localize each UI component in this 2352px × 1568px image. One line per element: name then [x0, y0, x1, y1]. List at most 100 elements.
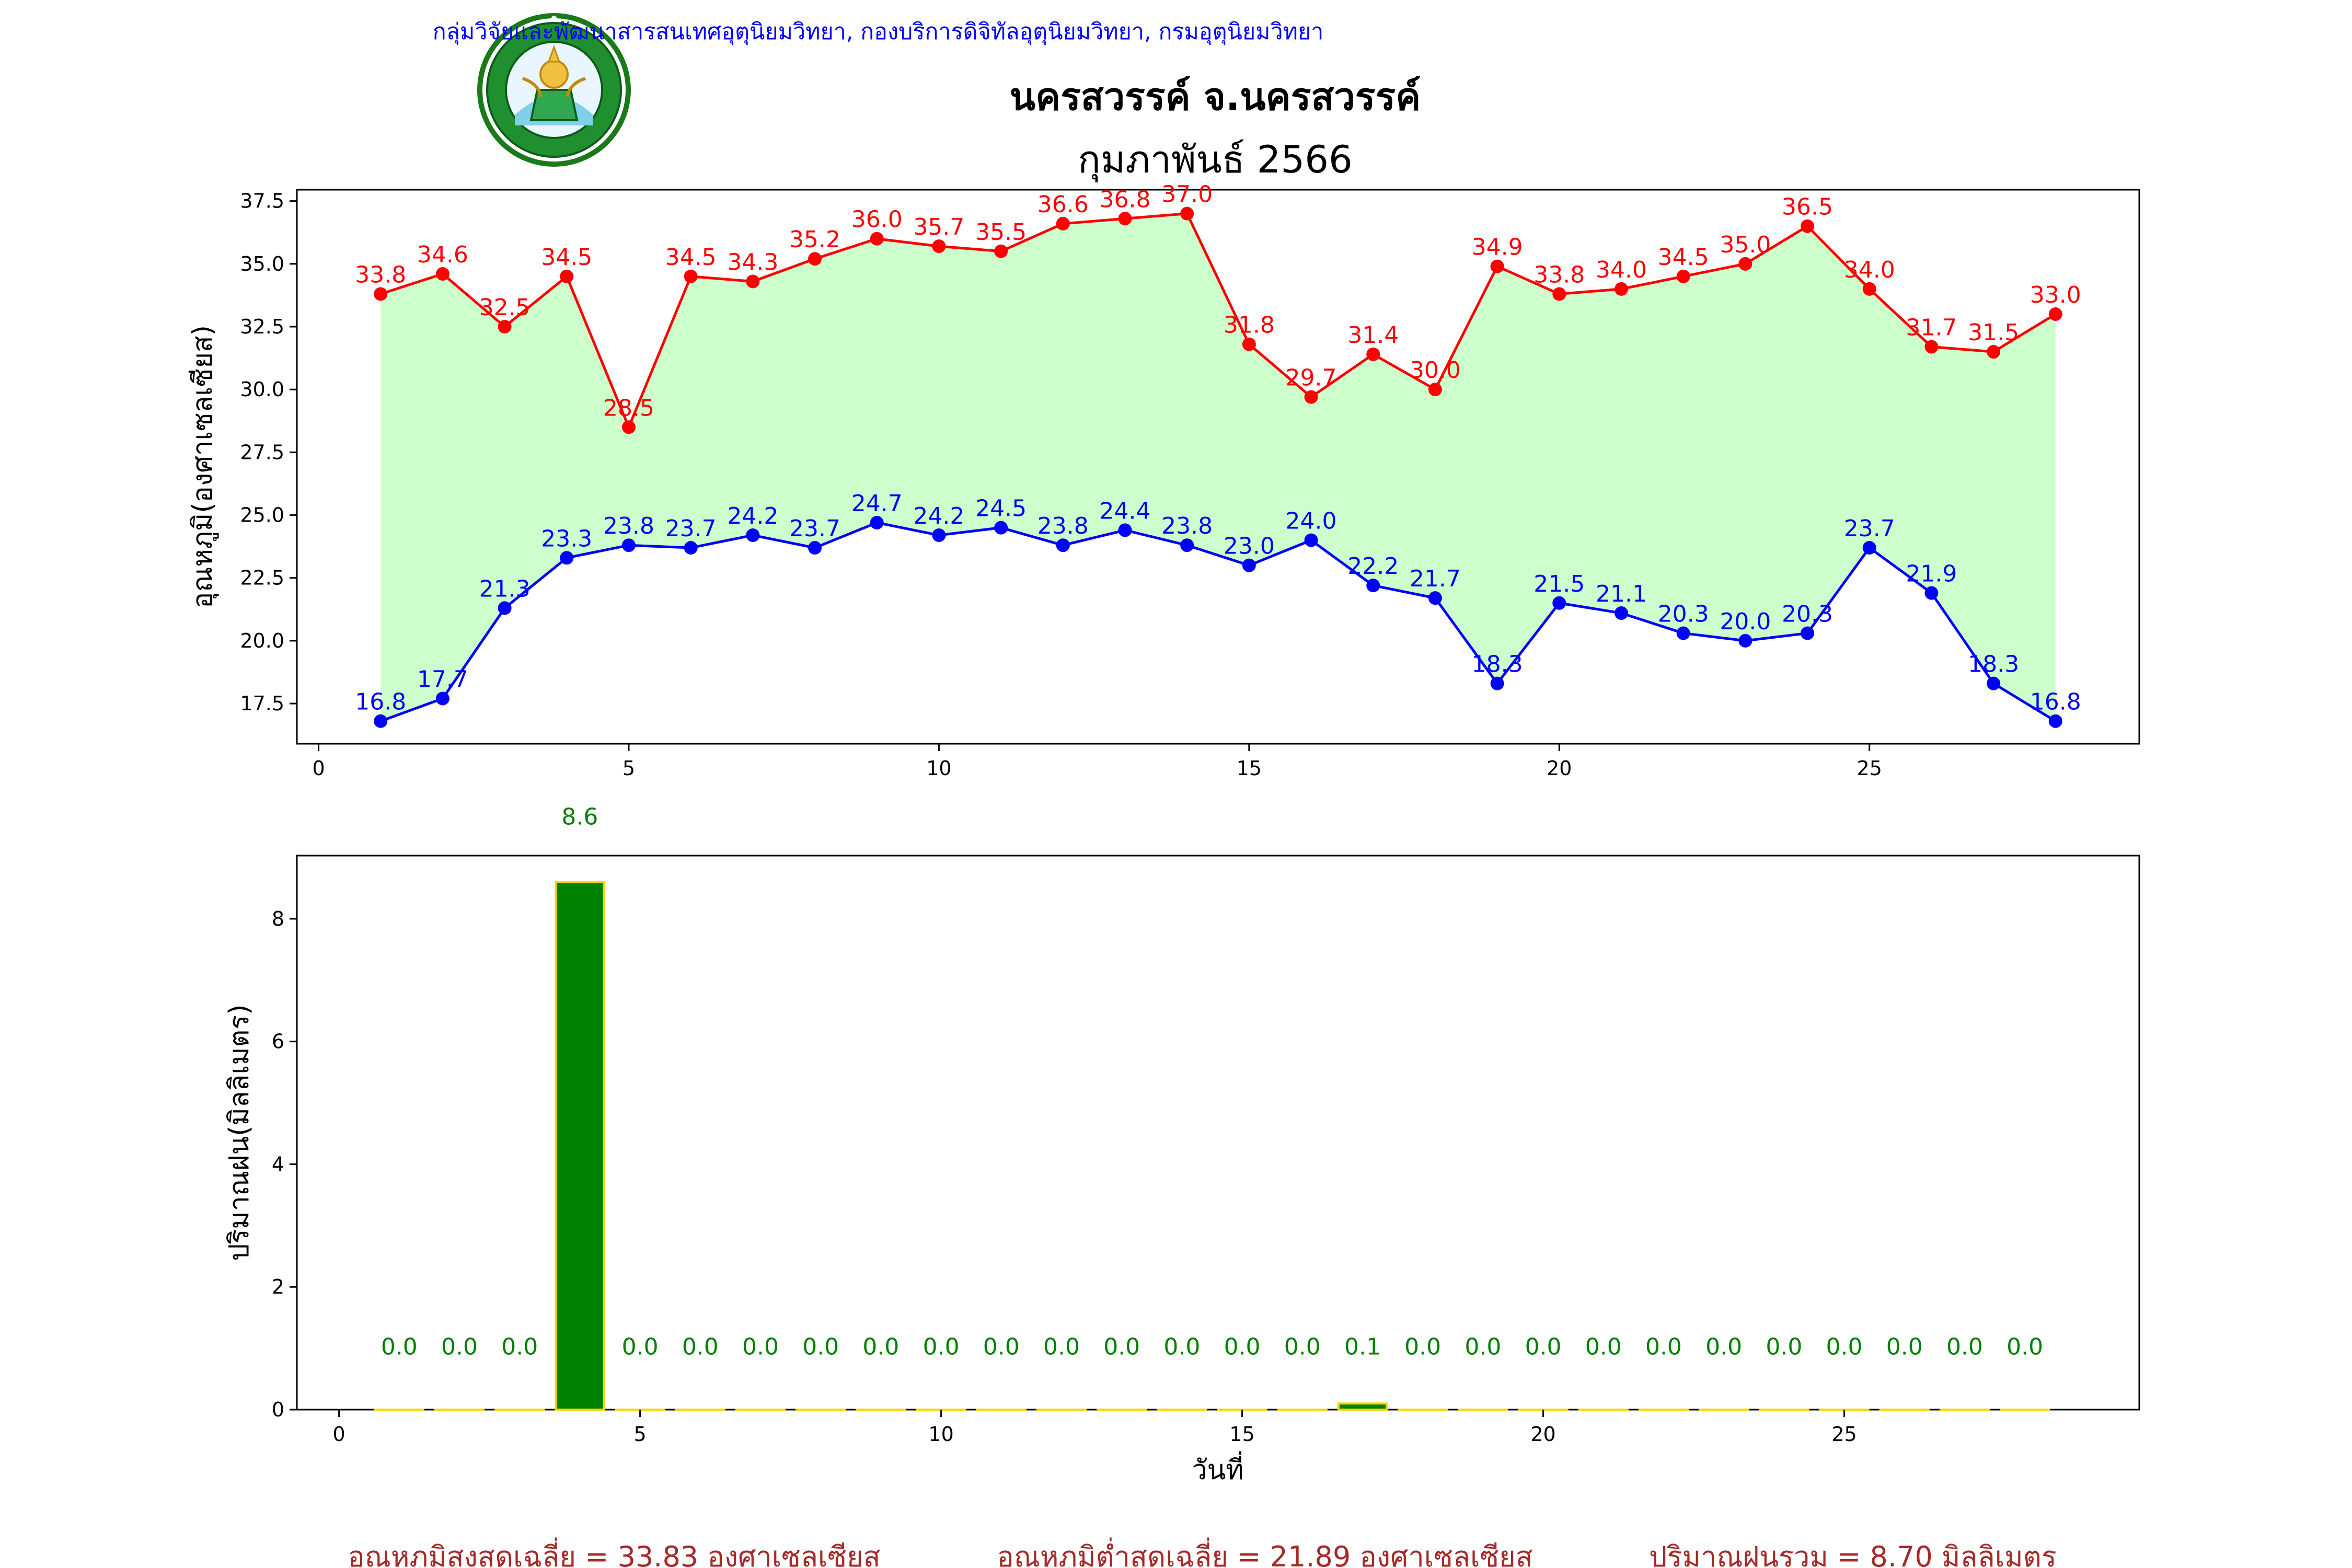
rainfall-value-label: 0.0: [983, 1333, 1020, 1360]
rainfall-y-tick-label: 6: [272, 1030, 284, 1053]
summary-avg-min: อุณหภูมิต่ำสุดเฉลี่ย = 21.89 องศาเซลเซีย…: [997, 1537, 1532, 1568]
max-temperature-value-label: 28.5: [603, 395, 654, 421]
min-temperature-value-label: 16.8: [2030, 689, 2081, 716]
max-temperature-value-label: 30.0: [1410, 357, 1461, 384]
rainfall-y-tick-label: 0: [272, 1398, 284, 1421]
max-temperature-point: [1614, 282, 1628, 296]
rainfall-value-label: 8.6: [561, 803, 598, 830]
min-temperature-value-label: 23.7: [1844, 515, 1895, 542]
min-temperature-point: [870, 515, 884, 529]
max-temperature-value-label: 37.0: [1161, 181, 1213, 208]
temperature-range-fill: [381, 213, 2056, 721]
min-temperature-value-label: 20.0: [1720, 608, 1771, 635]
min-temperature-point: [1304, 533, 1318, 547]
min-temperature-value-label: 21.9: [1906, 561, 1957, 587]
rainfall-value-label: 0.0: [2007, 1333, 2043, 1360]
min-temperature-point: [560, 551, 574, 565]
rainfall-value-label: 0.0: [381, 1333, 418, 1360]
max-temperature-point: [1304, 390, 1318, 404]
min-temperature-value-label: 24.2: [913, 503, 964, 529]
max-temperature-value-label: 33.8: [1534, 262, 1585, 289]
temperature-y-tick-label: 37.5: [240, 190, 284, 213]
min-temperature-point: [1118, 523, 1132, 537]
rainfall-value-label: 0.0: [1103, 1333, 1140, 1360]
temperature-y-tick-label: 17.5: [240, 692, 284, 715]
max-temperature-point: [1180, 206, 1194, 221]
max-temperature-value-label: 34.5: [541, 244, 592, 271]
min-temperature-value-label: 17.7: [417, 666, 468, 693]
rainfall-value-label: 0.0: [682, 1333, 719, 1360]
min-temperature-line: [380, 521, 2057, 723]
max-temperature-value-label: 34.3: [727, 249, 778, 275]
rainfall-x-tick-label: 0: [333, 1423, 345, 1446]
min-temperature-value-label: 24.5: [975, 495, 1027, 522]
max-temperature-point: [1056, 216, 1070, 230]
max-temperature-value-label: 29.7: [1286, 365, 1337, 391]
temperature-y-tick-label: 25.0: [240, 504, 284, 527]
min-temperature-point: [1924, 586, 1939, 600]
min-temperature-point: [1056, 538, 1070, 552]
rainfall-value-label: 0.0: [1585, 1333, 1622, 1360]
max-temperature-value-label: 36.8: [1099, 186, 1150, 213]
temperature-y-tick-label: 35.0: [240, 252, 284, 275]
max-temperature-value-label: 35.2: [789, 226, 840, 253]
min-temperature-value-label: 21.1: [1596, 581, 1647, 607]
min-temperature-point: [621, 538, 636, 552]
rainfall-value-label: 0.1: [1344, 1333, 1381, 1360]
min-temperature-point: [1428, 591, 1442, 605]
max-temperature-value-label: 33.0: [2030, 282, 2081, 308]
max-temperature-point: [994, 244, 1008, 258]
rainfall-chart: 0.0 0.0 0.0 8.6 0.0 0.0 0.0 0.0 0.0 0.0 0.0 0.0 0.0 0…: [224, 803, 2140, 1486]
max-temperature-point: [1366, 347, 1380, 361]
min-temperature-value-label: 23.8: [1037, 513, 1089, 539]
rainfall-value-label: 0.0: [1525, 1333, 1562, 1360]
max-temperature-point: [1924, 340, 1939, 354]
rainfall-x-tick-label: 15: [1229, 1423, 1254, 1446]
min-temperature-point: [1676, 626, 1690, 640]
rainfall-value-label: 0.0: [1705, 1333, 1742, 1360]
max-temperature-value-label: 34.9: [1472, 234, 1523, 261]
max-temperature-point: [560, 269, 574, 283]
min-temperature-point: [1180, 538, 1194, 552]
min-temperature-point: [1366, 579, 1380, 593]
max-temperature-value-label: 34.0: [1844, 257, 1895, 283]
rainfall-value-label: 0.0: [1163, 1333, 1200, 1360]
min-temperature-point: [1801, 626, 1815, 640]
rainfall-value-label: 0.0: [1043, 1333, 1080, 1360]
min-temperature-point: [435, 691, 449, 706]
min-temperature-point: [1490, 676, 1504, 690]
max-temperature-point: [1490, 259, 1504, 273]
min-temperature-point: [1987, 676, 2001, 690]
temperature-y-tick-label: 22.5: [240, 567, 284, 590]
rainfall-bar: [555, 881, 605, 1411]
min-temperature-point: [808, 541, 822, 555]
max-temperature-point: [1987, 345, 2001, 359]
rainfall-value-label: 0.0: [1645, 1333, 1682, 1360]
rainfall-y-axis-label: ปริมาณฝน(มิลลิเมตร): [224, 1004, 255, 1261]
max-temperature-point: [374, 287, 388, 301]
max-temperature-point: [870, 232, 884, 246]
min-temperature-point: [2048, 714, 2062, 728]
max-temperature-point: [808, 252, 822, 266]
rainfall-x-tick-label: 5: [634, 1423, 647, 1446]
rainfall-y-tick-label: 2: [272, 1275, 284, 1298]
rainfall-value-label: 0.0: [622, 1333, 659, 1360]
max-temperature-value-label: 31.4: [1347, 322, 1399, 349]
rainfall-y-tick-label: 8: [272, 907, 284, 930]
min-temperature-value-label: 20.3: [1782, 601, 1833, 627]
max-temperature-value-label: 31.8: [1224, 312, 1275, 339]
max-temperature-point: [1118, 212, 1132, 226]
min-temperature-point: [1552, 596, 1566, 610]
min-temperature-value-label: 24.7: [851, 490, 903, 517]
rainfall-bar: [1337, 1402, 1388, 1411]
max-temperature-value-label: 31.7: [1906, 314, 1957, 341]
rainfall-value-label: 0.0: [1404, 1333, 1441, 1360]
rainfall-value-label: 0.0: [802, 1333, 839, 1360]
min-temperature-value-label: 23.0: [1224, 533, 1275, 560]
temperature-x-tick-label: 15: [1237, 757, 1262, 780]
max-temperature-value-label: 32.5: [479, 294, 531, 321]
max-temperature-point: [1242, 337, 1256, 351]
min-temperature-point: [1242, 558, 1256, 572]
max-temperature-point: [1862, 282, 1876, 296]
max-temperature-value-label: 36.0: [851, 206, 903, 233]
